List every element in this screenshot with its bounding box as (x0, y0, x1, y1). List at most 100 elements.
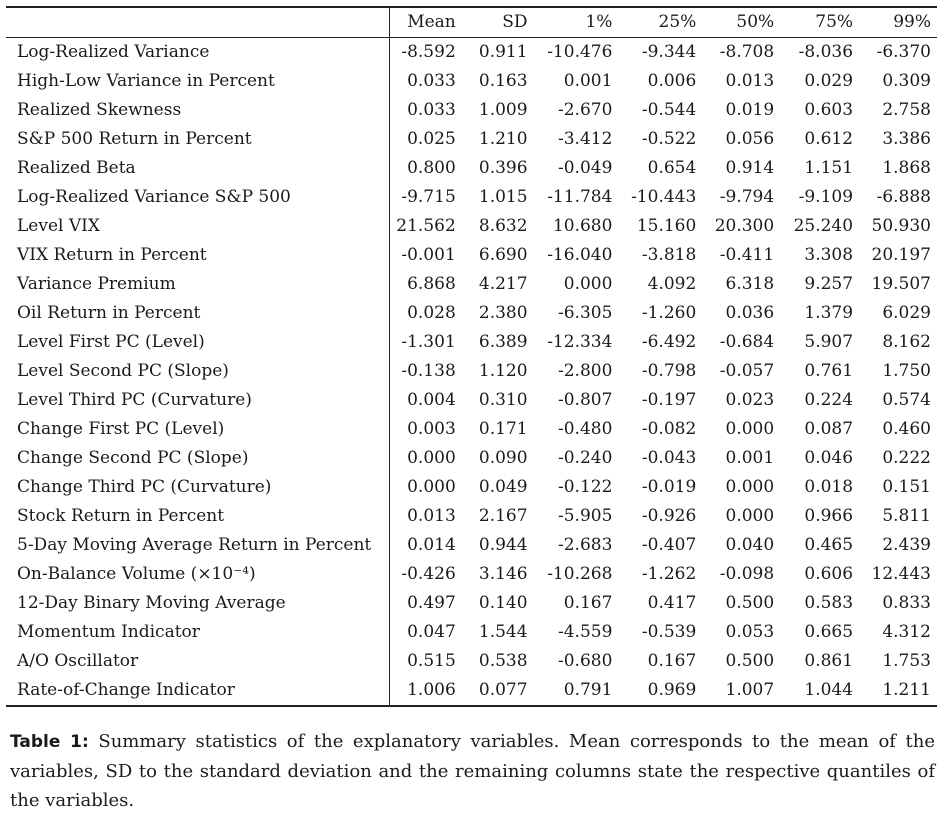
row-label: VIX Return in Percent (6, 241, 391, 270)
table-cell: -0.684 (719, 332, 775, 352)
table-cell: 0.309 (882, 71, 931, 91)
table-cell: 0.018 (804, 477, 854, 497)
table-cell: 6.690 (478, 245, 528, 265)
row-label: S&P 500 Return in Percent (6, 125, 391, 154)
table-cell: 1.006 (389, 676, 462, 707)
table-cell: -8.036 (798, 42, 854, 62)
table-cell: 0.047 (407, 622, 456, 642)
table-cell: 6.868 (407, 274, 456, 294)
table-cell: 8.162 (882, 332, 931, 352)
table-cell: -9.794 (719, 187, 775, 207)
table-cell: 0.944 (478, 535, 528, 555)
table-row: Realized Beta 0.800 0.396 -0.049 0.654 0.914 1… (6, 154, 937, 183)
table-cell: -0.926 (641, 506, 697, 526)
table-cell: -10.268 (547, 564, 613, 584)
row-label: Oil Return in Percent (6, 299, 391, 328)
table-cell: -6.888 (876, 187, 931, 207)
row-label: Variance Premium (6, 270, 391, 299)
row-label: Stock Return in Percent (6, 502, 391, 531)
table-cell: 4.217 (478, 274, 528, 294)
row-label: Rate-of-Change Indicator (6, 676, 391, 707)
header-corner-cell (6, 6, 391, 38)
table-row: 5-Day Moving Average Return in Percent 0.… (6, 531, 937, 560)
table-cell: -0.522 (641, 129, 697, 149)
table-cell: -8.708 (719, 42, 775, 62)
table-cell: 0.911 (478, 42, 528, 62)
table-cell: -12.334 (547, 332, 613, 352)
table-row: Level Second PC (Slope) -0.138 1.120 -2.800… (6, 357, 937, 386)
table-cell: 0.001 (563, 71, 613, 91)
table-cell: -2.670 (558, 100, 613, 120)
table-cell: -4.559 (558, 622, 613, 642)
table-cell: 0.029 (804, 71, 854, 91)
column-header: Mean (389, 6, 462, 38)
table-cell: -3.818 (641, 245, 697, 265)
table-cell: -0.240 (558, 448, 613, 468)
table-cell: 0.033 (407, 100, 456, 120)
table-cell: -6.370 (876, 42, 931, 62)
table-cell: -10.443 (631, 187, 697, 207)
table-cell: -8.592 (401, 42, 456, 62)
table-cell: 5.811 (882, 506, 931, 526)
table-cell: -10.476 (547, 42, 613, 62)
table-cell: 2.380 (478, 303, 528, 323)
table-cell: 10.680 (552, 216, 613, 236)
table-cell: 0.612 (804, 129, 854, 149)
table-cell: 0.500 (725, 593, 775, 613)
table-cell: 20.300 (714, 216, 775, 236)
table-cell: 0.001 (725, 448, 775, 468)
table-caption: Table 1: Summary statistics of the expla… (10, 727, 935, 815)
row-label: Log-Realized Variance (6, 37, 391, 67)
table-cell: 0.013 (407, 506, 456, 526)
table-row: 12-Day Binary Moving Average 0.497 0.140 0.… (6, 589, 937, 618)
table-cell: -9.109 (798, 187, 854, 207)
row-label: On-Balance Volume (×10⁻⁴) (6, 560, 391, 589)
summary-statistics-table: Mean SD 1% 25% 50% 75% 99% Log-Realized Varian… (6, 6, 937, 707)
row-label: Level First PC (Level) (6, 328, 391, 357)
table-cell: 15.160 (636, 216, 697, 236)
table-cell: 0.077 (461, 676, 534, 707)
table-row: Realized Skewness 0.033 1.009 -2.670 -0.544 0… (6, 96, 937, 125)
table-cell: 0.000 (725, 506, 775, 526)
table-body: Log-Realized Variance -8.592 0.911 -10.476 -… (6, 37, 937, 707)
table-cell: -0.001 (401, 245, 456, 265)
table-cell: -9.344 (641, 42, 697, 62)
table-cell: 9.257 (804, 274, 854, 294)
row-label: Realized Beta (6, 154, 391, 183)
table-cell: 0.515 (407, 651, 456, 671)
table-row: Stock Return in Percent 0.013 2.167 -5.905 -… (6, 502, 937, 531)
table-cell: 0.014 (407, 535, 456, 555)
row-label: Realized Skewness (6, 96, 391, 125)
table-cell: 0.791 (533, 676, 619, 707)
table-cell: 0.654 (647, 158, 697, 178)
table-row: High-Low Variance in Percent 0.033 0.163 0.… (6, 67, 937, 96)
table-cell: 0.969 (618, 676, 703, 707)
table-row: Change First PC (Level) 0.003 0.171 -0.480 -… (6, 415, 937, 444)
table-cell: 0.310 (478, 390, 528, 410)
row-label: Level Third PC (Curvature) (6, 386, 391, 415)
table-cell: -0.138 (401, 361, 456, 381)
table-cell: 0.396 (478, 158, 528, 178)
table-cell: -0.043 (641, 448, 697, 468)
table-cell: 0.036 (725, 303, 775, 323)
table-cell: -2.800 (558, 361, 613, 381)
table-cell: 0.603 (804, 100, 854, 120)
table-cell: 20.197 (871, 245, 931, 265)
table-cell: 21.562 (396, 216, 456, 236)
row-label: 5-Day Moving Average Return in Percent (6, 531, 391, 560)
table-cell: 0.163 (478, 71, 528, 91)
table-cell: 0.606 (804, 564, 854, 584)
table-cell: -0.544 (641, 100, 697, 120)
table-cell: -9.715 (401, 187, 456, 207)
row-label: 12-Day Binary Moving Average (6, 589, 391, 618)
table-row: Momentum Indicator 0.047 1.544 -4.559 -0.539… (6, 618, 937, 647)
table-cell: 0.004 (407, 390, 456, 410)
table-cell: 0.151 (882, 477, 931, 497)
table-cell: -1.262 (641, 564, 697, 584)
table-cell: 0.417 (647, 593, 697, 613)
table-cell: -6.492 (641, 332, 697, 352)
table-cell: 1.015 (478, 187, 528, 207)
table-cell: 6.318 (725, 274, 775, 294)
table-cell: 3.386 (882, 129, 931, 149)
